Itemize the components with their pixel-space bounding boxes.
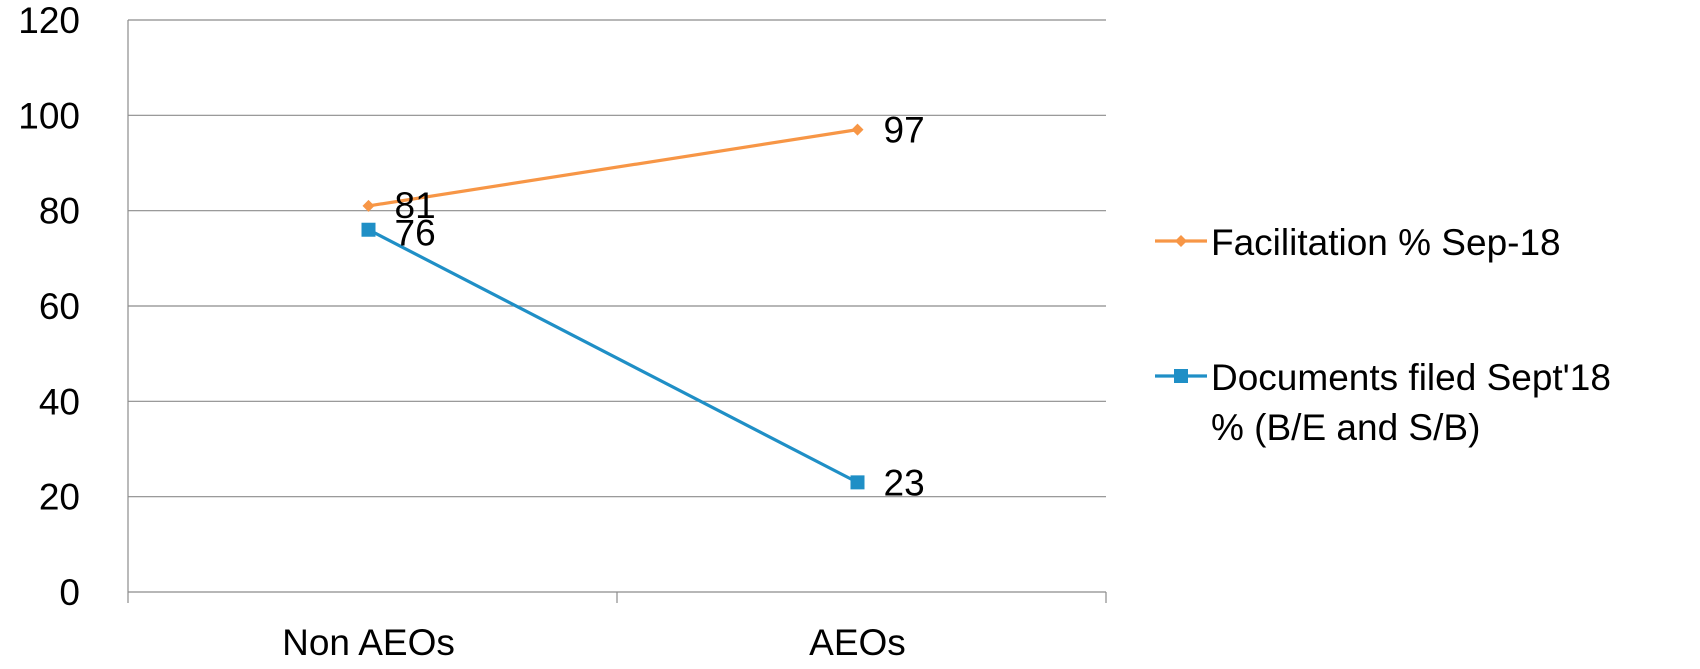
x-tick-label: Non AEOs xyxy=(282,622,455,663)
y-tick-label: 100 xyxy=(18,95,80,136)
y-tick-label: 40 xyxy=(39,381,80,422)
legend: Facilitation % Sep-18 Documents filed Sep… xyxy=(1155,222,1611,448)
series-line xyxy=(367,228,859,484)
x-axis-tick-labels: Non AEOs AEOs xyxy=(282,622,906,663)
data-label: 76 xyxy=(395,213,436,254)
diamond-icon xyxy=(1175,235,1187,247)
legend-label: % (B/E and S/B) xyxy=(1211,407,1480,448)
y-tick-label: 120 xyxy=(18,0,80,41)
y-tick-label: 0 xyxy=(59,572,80,613)
data-point xyxy=(362,199,375,212)
gridlines xyxy=(128,19,1106,498)
square-icon xyxy=(1174,369,1188,383)
axes xyxy=(127,20,1107,603)
data-label: 81 xyxy=(395,185,436,226)
y-axis-tick-labels: 0 20 40 60 80 100 120 xyxy=(18,0,80,613)
data-point xyxy=(850,475,865,490)
y-tick-label: 80 xyxy=(39,191,80,232)
data-point xyxy=(851,123,864,136)
series-line xyxy=(368,128,858,208)
data-label: 97 xyxy=(884,110,925,151)
legend-entry-facilitation: Facilitation % Sep-18 xyxy=(1155,222,1561,263)
series-layer: 81 97 76 23 xyxy=(361,110,925,503)
legend-label: Documents filed Sept'18 xyxy=(1211,357,1611,398)
x-tick-label: AEOs xyxy=(809,622,906,663)
data-label: 23 xyxy=(884,462,925,503)
series-facilitation: 81 97 xyxy=(362,110,925,226)
y-tick-label: 60 xyxy=(39,286,80,327)
legend-entry-documents-filed: Documents filed Sept'18 % (B/E and S/B) xyxy=(1155,357,1611,448)
y-tick-label: 20 xyxy=(39,477,80,518)
series-documents-filed: 76 23 xyxy=(361,213,925,503)
data-point xyxy=(361,222,376,237)
legend-label: Facilitation % Sep-18 xyxy=(1211,222,1561,263)
